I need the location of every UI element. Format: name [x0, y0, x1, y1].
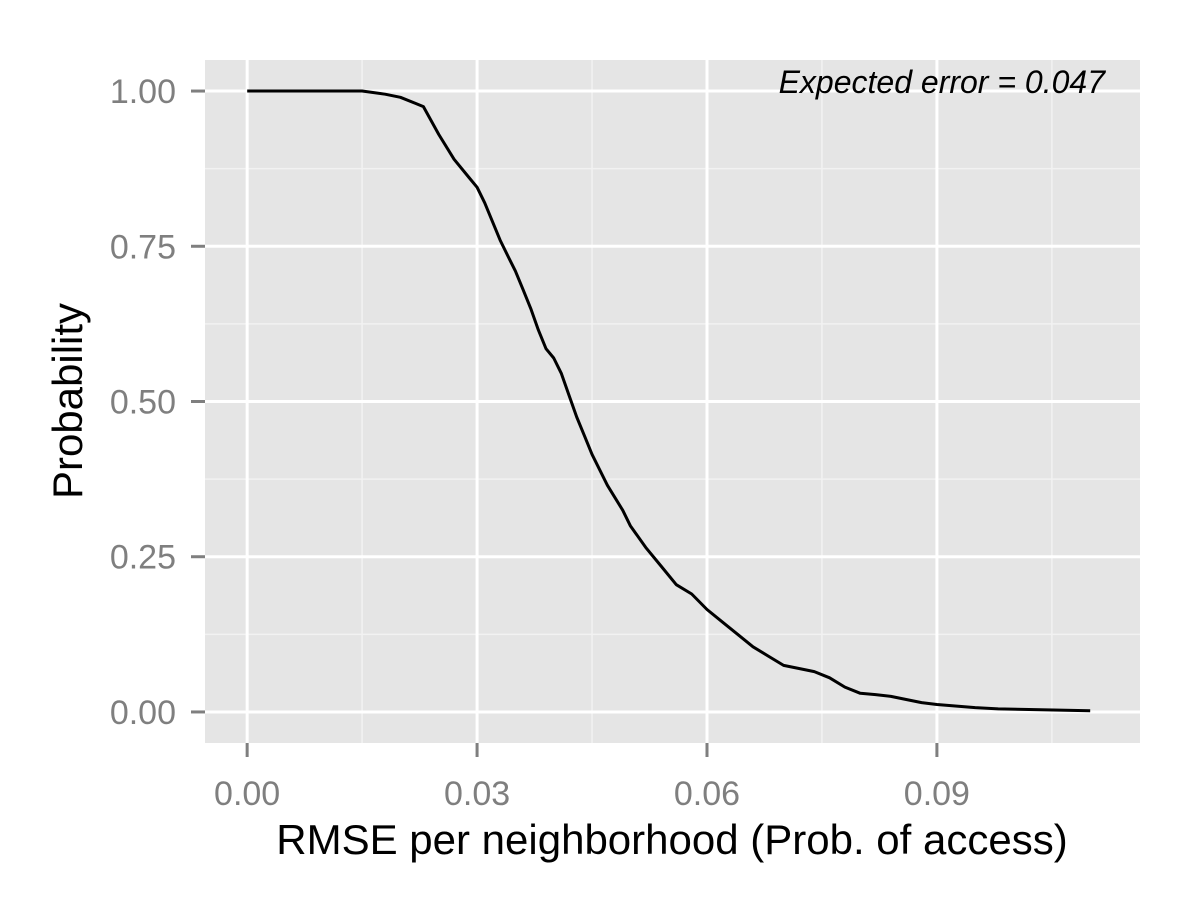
y-tick-label: 0.50	[110, 384, 176, 422]
y-tick-label: 0.00	[110, 694, 176, 732]
y-tick-label: 0.25	[110, 539, 176, 577]
grid	[205, 60, 1140, 743]
expected-error-annotation: Expected error = 0.047	[779, 64, 1107, 100]
x-tick-label: 0.00	[214, 775, 280, 813]
series	[247, 89, 1091, 713]
x-tick-label: 0.06	[674, 775, 740, 813]
y-tick-label: 0.75	[110, 228, 176, 266]
y-axis-title: Probability	[44, 303, 91, 499]
y-tick-label: 1.00	[110, 73, 176, 111]
x-tick-label: 0.03	[444, 775, 510, 813]
x-axis-title: RMSE per neighborhood (Prob. of access)	[276, 816, 1067, 863]
probability-line	[247, 89, 1091, 713]
x-tick-label: 0.09	[904, 775, 970, 813]
axes: 0.00 0.03 0.06 0.09 0.00 0.25 0.50 0.75 1.00	[110, 73, 970, 813]
